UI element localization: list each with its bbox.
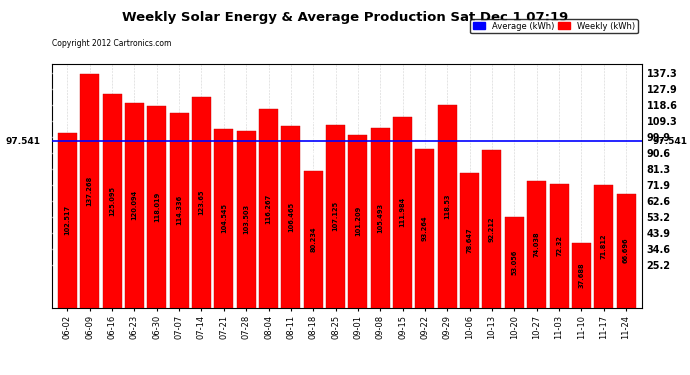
Text: 74.038: 74.038: [533, 232, 540, 257]
Bar: [125, 103, 144, 308]
Text: 125.095: 125.095: [109, 186, 115, 216]
Text: 53.056: 53.056: [511, 250, 518, 275]
Text: 37.688: 37.688: [578, 262, 584, 288]
Bar: [192, 97, 211, 308]
Bar: [326, 125, 345, 308]
Bar: [215, 129, 233, 308]
Text: 102.517: 102.517: [64, 205, 70, 235]
Bar: [617, 194, 635, 308]
Text: 101.209: 101.209: [355, 206, 361, 236]
Text: 116.267: 116.267: [266, 193, 271, 224]
Bar: [103, 94, 121, 308]
Text: 137.268: 137.268: [87, 176, 92, 206]
Text: 66.696: 66.696: [623, 238, 629, 264]
Bar: [594, 185, 613, 308]
Bar: [437, 105, 457, 308]
Bar: [527, 181, 546, 308]
Bar: [237, 131, 256, 308]
Text: 72.32: 72.32: [556, 236, 562, 256]
Bar: [415, 148, 435, 308]
Text: 114.336: 114.336: [176, 195, 182, 225]
Text: 123.65: 123.65: [199, 189, 204, 215]
Text: 78.647: 78.647: [466, 228, 473, 253]
Bar: [572, 243, 591, 308]
Bar: [170, 112, 188, 308]
Text: 97.541: 97.541: [6, 137, 41, 146]
Bar: [393, 117, 412, 308]
Text: 105.493: 105.493: [377, 202, 383, 232]
Bar: [505, 217, 524, 308]
Bar: [549, 184, 569, 308]
Text: 118.019: 118.019: [154, 192, 160, 222]
Text: 111.984: 111.984: [400, 197, 406, 227]
Text: 93.264: 93.264: [422, 215, 428, 241]
Bar: [348, 135, 367, 308]
Bar: [304, 171, 323, 308]
Bar: [58, 133, 77, 308]
Text: 104.545: 104.545: [221, 203, 227, 233]
Legend: Average (kWh), Weekly (kWh): Average (kWh), Weekly (kWh): [471, 19, 638, 33]
Text: 92.212: 92.212: [489, 216, 495, 242]
Bar: [371, 128, 390, 308]
Bar: [460, 174, 479, 308]
Bar: [282, 126, 300, 308]
Text: 120.094: 120.094: [131, 190, 137, 220]
Bar: [80, 74, 99, 308]
Bar: [147, 106, 166, 308]
Text: 80.234: 80.234: [310, 226, 316, 252]
Bar: [259, 110, 278, 308]
Text: 107.125: 107.125: [333, 201, 339, 231]
Text: 106.465: 106.465: [288, 202, 294, 232]
Text: 118.53: 118.53: [444, 194, 451, 219]
Text: Copyright 2012 Cartronics.com: Copyright 2012 Cartronics.com: [52, 39, 171, 48]
Bar: [482, 150, 502, 308]
Text: Weekly Solar Energy & Average Production Sat Dec 1 07:19: Weekly Solar Energy & Average Production…: [122, 11, 568, 24]
Text: 97.541: 97.541: [653, 137, 688, 146]
Text: 71.812: 71.812: [601, 234, 607, 259]
Text: 103.503: 103.503: [243, 204, 249, 234]
